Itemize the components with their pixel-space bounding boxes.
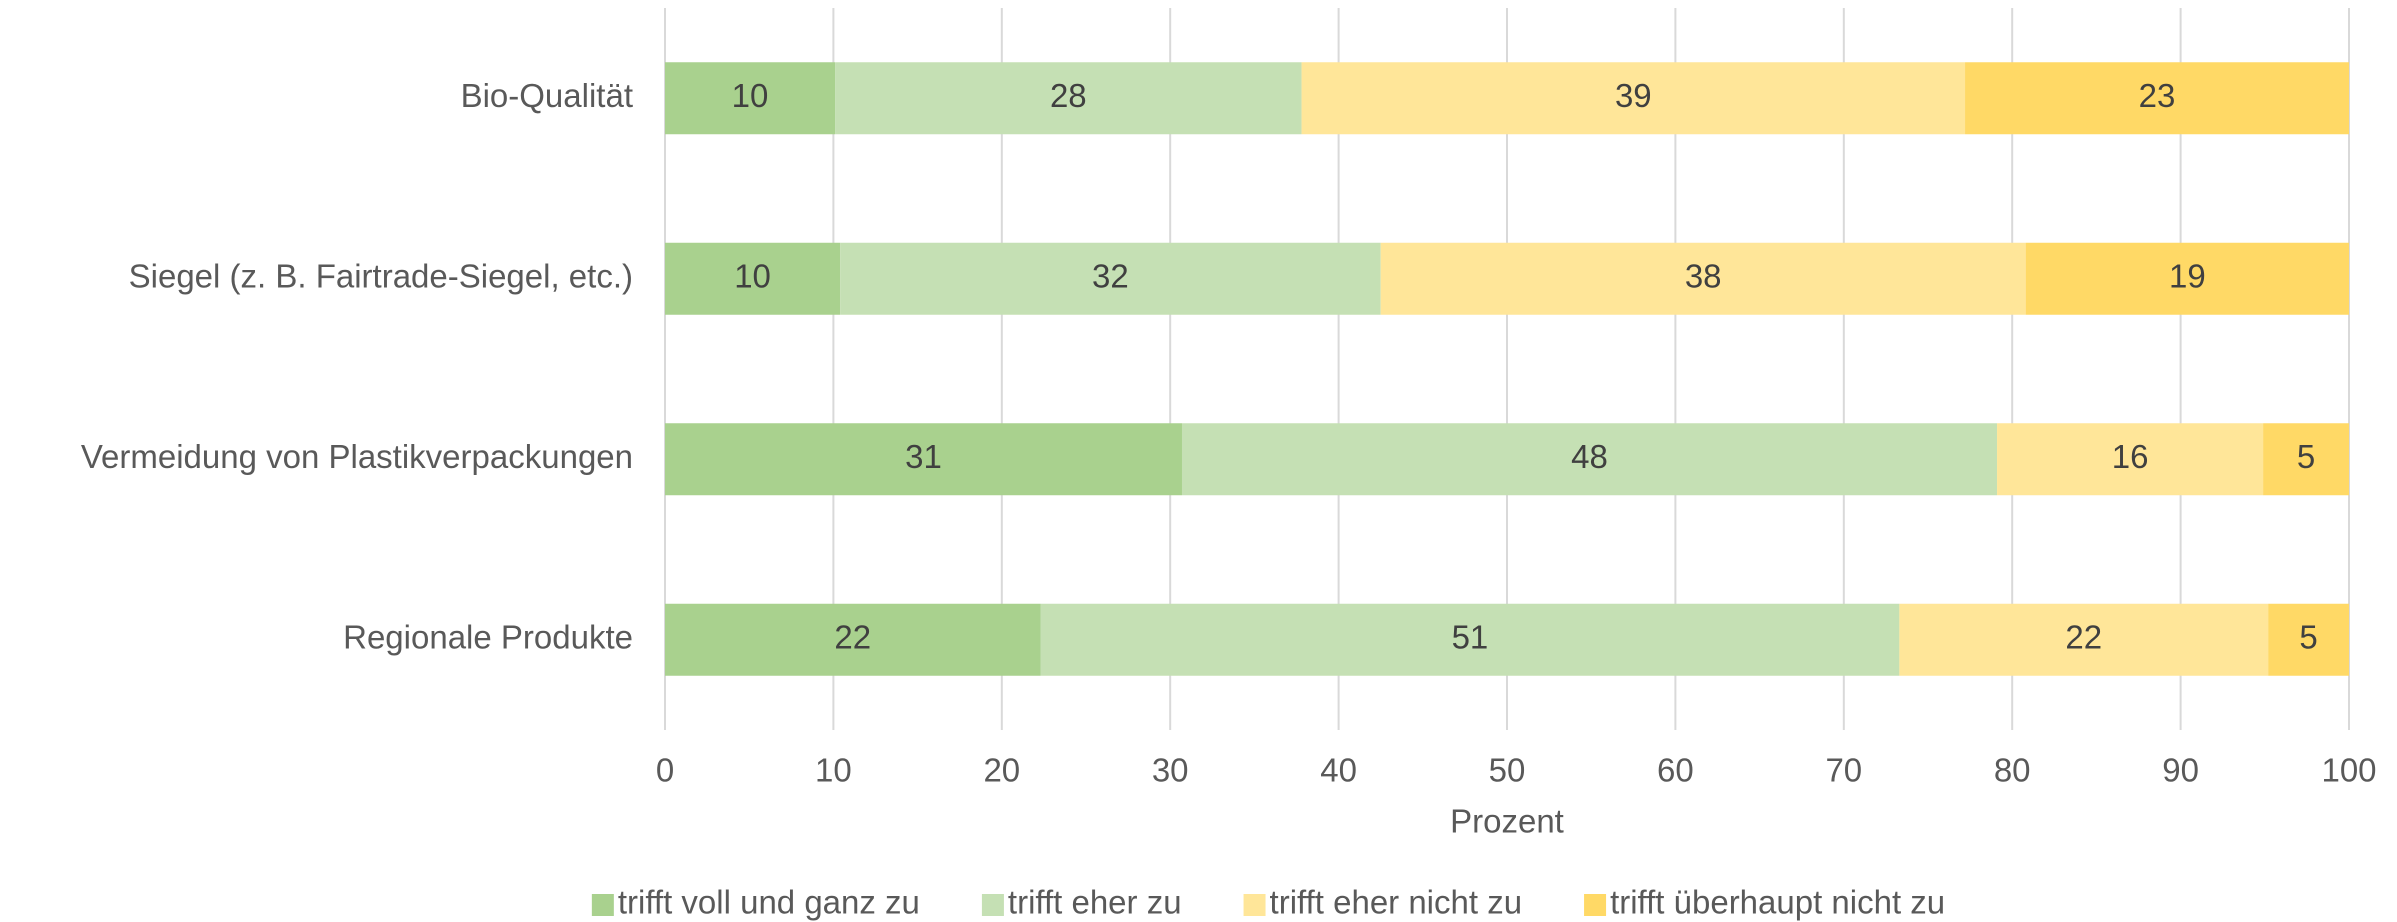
legend-label: trifft eher zu [1008, 884, 1182, 921]
data-label: 10 [734, 257, 771, 294]
bar-segment [840, 242, 1381, 315]
bar-segment [665, 242, 841, 315]
bar-segment [1301, 62, 1966, 135]
legend-swatch [591, 894, 614, 916]
bar-segment [1899, 603, 2269, 676]
data-label: 51 [1452, 618, 1489, 655]
data-label: 10 [732, 77, 769, 114]
y-tick-label: Regionale Produkte [343, 618, 633, 655]
x-tick-label: 20 [983, 752, 1020, 789]
y-tick-label: Bio-Qualität [461, 77, 633, 114]
data-label: 16 [2112, 438, 2149, 475]
legend-swatch [981, 894, 1004, 916]
data-label: 48 [1571, 438, 1608, 475]
data-label: 19 [2169, 257, 2206, 294]
legend: trifft voll und ganz zu trifft eher zu tri… [591, 884, 1945, 921]
data-label: 31 [905, 438, 942, 475]
x-tick-label: 90 [2162, 752, 2199, 789]
bar-segment [1040, 603, 1900, 676]
y-tick-label: Siegel (z. B. Fairtrade-Siegel, etc.) [129, 257, 633, 294]
legend-swatch [1584, 894, 1607, 916]
legend-label: trifft überhaupt nicht zu [1610, 884, 1945, 921]
bar-segment [1965, 62, 2349, 135]
data-label: 22 [834, 618, 871, 655]
x-tick-label: 60 [1657, 752, 1694, 789]
x-tick-label: 0 [656, 752, 674, 789]
data-label: 5 [2299, 618, 2317, 655]
data-label: 39 [1615, 77, 1652, 114]
x-tick-label: 30 [1152, 752, 1189, 789]
bar-segment [1997, 423, 2264, 496]
bar-segment [1380, 242, 2026, 315]
bar-segment [2025, 242, 2349, 315]
x-tick-label: 40 [1320, 752, 1357, 789]
bar-segment [665, 603, 1041, 676]
data-label: 22 [2065, 618, 2102, 655]
x-tick-label: 70 [1825, 752, 1862, 789]
x-tick-label: 10 [815, 752, 852, 789]
bar-segment [1181, 423, 1998, 496]
x-tick-label: 80 [1994, 752, 2031, 789]
legend-label: trifft eher nicht zu [1270, 884, 1523, 921]
x-tick-label: 50 [1489, 752, 1526, 789]
bar-segment [665, 62, 836, 135]
bar-segment [665, 423, 1182, 496]
bar-segment [2263, 423, 2349, 496]
bar-segment [2268, 603, 2349, 676]
legend-label: trifft voll und ganz zu [618, 884, 920, 921]
x-axis-title: Prozent [1450, 803, 1564, 840]
data-label: 38 [1685, 257, 1722, 294]
legend-swatch [1243, 894, 1266, 916]
data-label: 32 [1092, 257, 1129, 294]
bar-segment [835, 62, 1302, 135]
data-label: 5 [2297, 438, 2315, 475]
data-label: 23 [2139, 77, 2176, 114]
x-tick-label: 100 [2321, 752, 2376, 789]
data-label: 28 [1050, 77, 1087, 114]
y-tick-label: Vermeidung von Plastikverpackungen [81, 438, 633, 475]
